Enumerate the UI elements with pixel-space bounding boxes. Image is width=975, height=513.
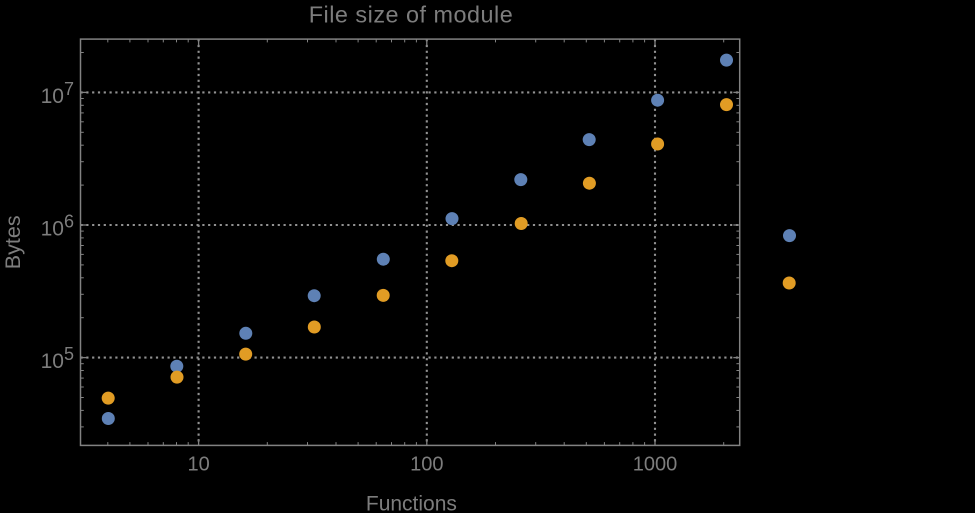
svg-text:107: 107 [41, 79, 74, 108]
svg-text:106: 106 [41, 212, 74, 241]
svg-text:File size of module: File size of module [309, 2, 514, 28]
svg-text:1000: 1000 [633, 453, 678, 475]
svg-text:100: 100 [410, 453, 443, 475]
svg-text:10: 10 [187, 453, 209, 475]
svg-text:105: 105 [41, 344, 74, 373]
svg-text:Bytes: Bytes [1, 215, 25, 269]
svg-text:Functions: Functions [366, 493, 457, 513]
